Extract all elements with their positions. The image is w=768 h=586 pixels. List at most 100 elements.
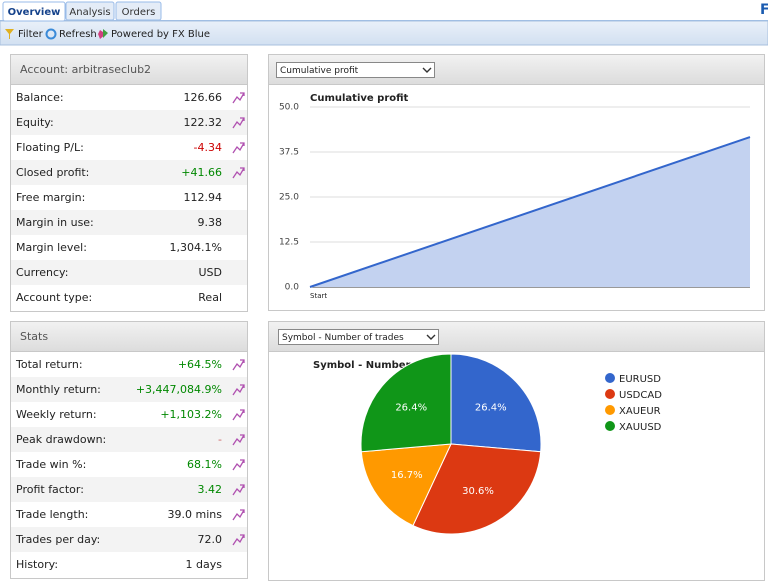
row-label: Margin in use:	[16, 216, 94, 229]
row-value: 122.32	[184, 116, 223, 129]
legend-swatch	[605, 421, 615, 431]
legend-label: EURUSD	[619, 374, 661, 385]
row-value: -4.34	[194, 141, 222, 154]
chart-icon[interactable]	[232, 534, 245, 546]
chart-icon[interactable]	[232, 459, 245, 471]
row-value: 112.94	[184, 191, 223, 204]
row-value: 3.42	[198, 483, 223, 496]
pie-slice	[360, 443, 452, 527]
row-value: 126.66	[184, 91, 223, 104]
pie-slice	[412, 443, 542, 535]
brand: F	[760, 2, 768, 18]
row-value: 72.0	[198, 533, 223, 546]
y-tick-label: 25.0	[279, 193, 299, 203]
row-label: Peak drawdown:	[16, 433, 106, 446]
refresh-icon	[45, 28, 57, 40]
tab-label[interactable]: Overview	[8, 7, 61, 18]
slice-label: 30.6%	[462, 486, 494, 497]
row-label: Trade length:	[15, 508, 88, 521]
chart-icon[interactable]	[232, 384, 245, 396]
row-value: 1 days	[186, 558, 223, 571]
row-label: Account type:	[16, 291, 92, 304]
row-value: +41.66	[181, 166, 222, 179]
dropdown-value[interactable]: Cumulative profit	[280, 66, 359, 76]
x-tick-label: Start	[310, 292, 327, 300]
row-bg	[11, 377, 247, 402]
legend-swatch	[605, 373, 615, 383]
row-label: Free margin:	[16, 191, 85, 204]
row-value: 1,304.1%	[170, 241, 222, 254]
row-bg	[11, 427, 247, 452]
row-bg	[11, 477, 247, 502]
chart-icon[interactable]	[232, 409, 245, 421]
row-label: Floating P/L:	[16, 141, 84, 154]
row-label: Total return:	[15, 358, 83, 371]
toolbar	[0, 20, 768, 46]
chart-icon[interactable]	[232, 434, 245, 446]
tab[interactable]	[65, 1, 115, 21]
fxblue-icon	[98, 29, 108, 39]
row-value: +1,103.2%	[160, 408, 222, 421]
pie-slice	[450, 353, 542, 453]
y-tick-label: 50.0	[279, 103, 299, 113]
row-label: Trade win %:	[15, 458, 86, 471]
dropdown[interactable]	[276, 62, 435, 78]
row-label: Profit factor:	[16, 483, 84, 496]
dropdown-arrow[interactable]	[422, 67, 432, 73]
dropdown-value[interactable]: Symbol - Number of trades	[282, 333, 404, 343]
row-value: 39.0 mins	[168, 508, 223, 521]
tab-label[interactable]: Analysis	[69, 7, 110, 18]
row-value: -	[218, 433, 222, 446]
row-label: Balance:	[16, 91, 64, 104]
slice-label: 26.4%	[395, 402, 427, 413]
tab[interactable]	[115, 1, 162, 21]
toolbar-button[interactable]: Powered by FX Blue	[111, 29, 210, 40]
tab[interactable]	[2, 1, 66, 22]
row-label: History:	[16, 558, 58, 571]
chart-title: Cumulative profit	[310, 93, 409, 104]
chart-title: Symbol - Number of trades	[313, 360, 465, 371]
row-label: Weekly return:	[16, 408, 97, 421]
y-tick-label: 12.5	[279, 238, 299, 248]
account-panel-header	[10, 54, 248, 85]
legend-label: USDCAD	[619, 390, 662, 401]
chart-icon[interactable]	[232, 167, 245, 179]
legend-swatch	[605, 389, 615, 399]
filter-icon	[5, 29, 14, 39]
pie-slice	[360, 353, 452, 453]
line	[309, 136, 751, 288]
row-value: +3,447,084.9%	[136, 383, 222, 396]
chart-icon[interactable]	[232, 117, 245, 129]
chart-icon[interactable]	[232, 509, 245, 521]
y-tick-label: 0.0	[285, 283, 300, 293]
chart-icon[interactable]	[232, 359, 245, 371]
tab-label[interactable]: Orders	[122, 7, 156, 18]
row-bg	[11, 160, 247, 185]
chart-icon[interactable]	[232, 484, 245, 496]
dropdown-arrow[interactable]	[426, 334, 436, 340]
chart-icon[interactable]	[232, 92, 245, 104]
row-label: Monthly return:	[16, 383, 101, 396]
toolbar-button[interactable]: Filter	[18, 29, 44, 40]
toolbar-button[interactable]: Refresh	[59, 29, 97, 40]
row-bg	[11, 210, 247, 235]
row-value: +64.5%	[178, 358, 222, 371]
row-value: 68.1%	[187, 458, 222, 471]
legend-swatch	[605, 405, 615, 415]
row-label: Margin level:	[16, 241, 87, 254]
y-tick-label: 37.5	[279, 148, 299, 158]
slice-label: 16.7%	[391, 470, 423, 481]
legend-label: XAUUSD	[619, 422, 662, 433]
stats-panel-header	[10, 321, 248, 352]
row-bg	[11, 527, 247, 552]
panel-title: Account: arbitraseclub2	[20, 63, 151, 76]
row-label: Equity:	[16, 116, 54, 129]
row-value: Real	[198, 291, 222, 304]
row-bg	[11, 260, 247, 285]
row-value: USD	[198, 266, 222, 279]
dropdown[interactable]	[278, 329, 439, 345]
chart-icon[interactable]	[232, 142, 245, 154]
row-label: Currency:	[16, 266, 68, 279]
